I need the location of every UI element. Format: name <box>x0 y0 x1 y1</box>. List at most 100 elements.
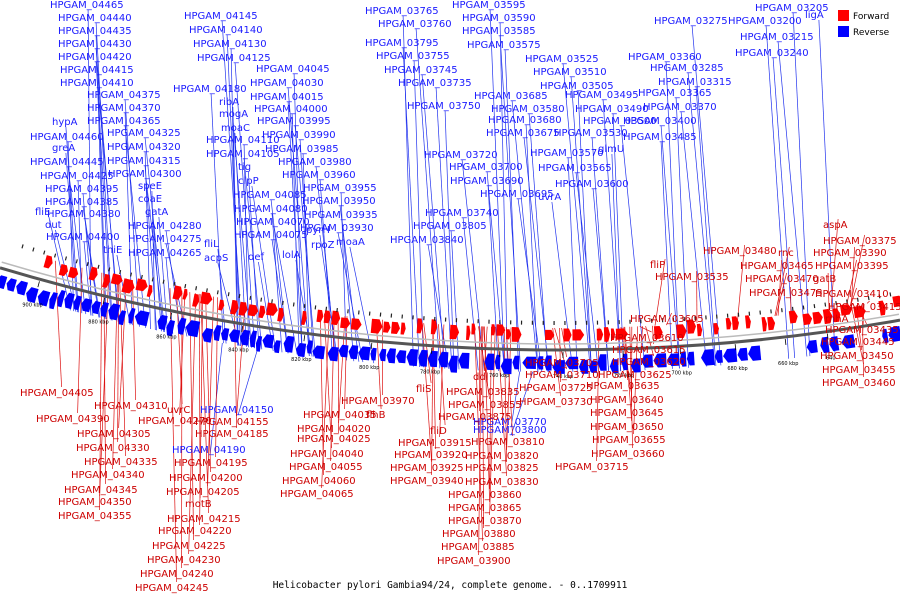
reverse-gene <box>686 351 695 366</box>
forward-gene <box>230 299 239 315</box>
forward-gene-label: HPGAM_03860 <box>448 490 522 501</box>
forward-gene-label: HPGAM_04340 <box>71 470 145 481</box>
forward-gene <box>391 321 400 334</box>
forward-gene-label: HPGAM_04040 <box>290 449 364 460</box>
connector-line <box>654 258 666 326</box>
genome-backbone-shadow <box>1 261 900 345</box>
connector-line <box>645 326 654 357</box>
reverse-gene <box>128 307 136 324</box>
forward-gene-label: HPGAM_03820 <box>465 451 539 462</box>
connector-line <box>188 293 197 555</box>
connector-line <box>435 87 453 370</box>
reverse-gene-label: HPGAM_03505 <box>540 81 614 92</box>
minor-tick <box>75 259 78 264</box>
connector-line <box>99 274 110 497</box>
reverse-gene-label: HPGAM_04190 <box>172 445 246 456</box>
reverse-gene <box>418 349 428 367</box>
forward-gene <box>767 316 776 331</box>
forward-gene-label: HPGAM_04055 <box>289 462 363 473</box>
minor-tick <box>216 290 219 295</box>
kbp-tick <box>170 312 172 319</box>
reverse-gene <box>273 340 281 354</box>
connector-line <box>87 9 92 316</box>
reverse-gene-label: pyrH <box>306 225 330 236</box>
reverse-gene-label: HPGAM_04365 <box>87 116 161 127</box>
connector-line <box>666 312 672 326</box>
reverse-gene-label: HPGAM_04395 <box>45 184 119 195</box>
forward-gene <box>506 329 511 340</box>
reverse-gene <box>379 348 387 362</box>
kbp-tick-label: 840 kbp <box>228 348 248 354</box>
reverse-gene-label: speE <box>138 181 162 192</box>
reverse-gene-label: HPGAM_03700 <box>449 162 523 173</box>
connector-line <box>237 348 259 416</box>
forward-gene <box>853 305 866 319</box>
forward-gene-label: HPGAM_04350 <box>58 497 132 508</box>
forward-gene-label: HPGAM_03635 <box>586 381 660 392</box>
reverse-gene <box>91 300 101 315</box>
reverse-gene <box>653 353 667 368</box>
forward-gene-label: HPGAM_04240 <box>140 569 214 580</box>
forward-gene-label: HPGAM_03605 <box>630 314 704 325</box>
reverse-gene-label: moaC <box>221 123 250 134</box>
kbp-tick-label: 640 <box>826 355 836 361</box>
connector-line <box>695 86 717 366</box>
forward-gene-label: gatB <box>813 274 836 285</box>
forward-gene <box>545 329 555 340</box>
forward-gene-label: HPGAM_04060 <box>282 476 356 487</box>
forward-gene-label: HPGAM_04220 <box>158 526 232 537</box>
forward-gene-label: fliP <box>650 260 665 271</box>
forward-gene-label: fliD <box>430 426 447 437</box>
minor-tick <box>260 297 263 302</box>
reverse-gene-label: glmU <box>598 144 624 155</box>
reverse-gene <box>406 349 419 367</box>
connector-line <box>270 199 289 354</box>
kbp-tick <box>826 333 829 340</box>
forward-gene-label: HPGAM_03460 <box>822 378 896 389</box>
reverse-gene <box>64 292 75 310</box>
connector-line <box>82 193 94 316</box>
connector-line <box>321 314 330 489</box>
connector-line <box>302 153 310 357</box>
forward-gene-label: HPGAM_03450 <box>820 351 894 362</box>
reverse-gene-label: HPGAM_03805 <box>413 221 487 232</box>
forward-gene <box>258 305 266 319</box>
kbp-tick <box>241 325 244 333</box>
forward-gene <box>192 293 200 307</box>
connector-line <box>528 113 549 373</box>
connector-line <box>207 296 214 487</box>
connector-line <box>489 9 505 372</box>
forward-gene-label: HPGAM_03645 <box>590 408 664 419</box>
forward-gene <box>491 324 496 336</box>
forward-gene-label: HPGAM_04155 <box>195 417 269 428</box>
forward-gene-label: HPGAM_03875 <box>438 412 512 423</box>
connector-line <box>792 12 811 357</box>
reverse-gene-label: HPGAM_03370 <box>643 102 717 113</box>
connector-line <box>486 171 505 372</box>
reverse-gene-label: HPGAM_04465 <box>50 0 124 11</box>
connector-line <box>577 90 592 372</box>
reverse-gene <box>108 303 121 321</box>
reverse-gene <box>26 287 39 304</box>
reverse-gene-label: HPGAM_04070 <box>236 217 310 228</box>
forward-gene <box>121 278 135 294</box>
forward-gene <box>238 301 248 316</box>
forward-gene-label: HPGAM_03810 <box>471 437 545 448</box>
minor-tick <box>835 301 838 306</box>
forward-gene <box>840 304 853 316</box>
kbp-tick-label: 820 kbp <box>291 357 311 363</box>
connector-line <box>119 276 126 457</box>
minor-tick <box>867 295 870 301</box>
reverse-gene <box>100 302 109 318</box>
forward-gene-label: HPGAM_04330 <box>76 443 150 454</box>
reverse-gene <box>166 320 175 337</box>
reverse-gene-label: HPGAM_03750 <box>407 101 481 112</box>
connector-line <box>691 25 722 366</box>
reverse-gene-label: ribA <box>219 97 239 108</box>
connector-line <box>124 125 146 328</box>
forward-gene <box>788 310 798 324</box>
kbp-tick-label: 860 kbp <box>156 334 176 340</box>
connector-line <box>680 111 708 367</box>
reverse-gene-label: HPGAM_04440 <box>58 13 132 24</box>
forward-gene <box>400 322 406 335</box>
